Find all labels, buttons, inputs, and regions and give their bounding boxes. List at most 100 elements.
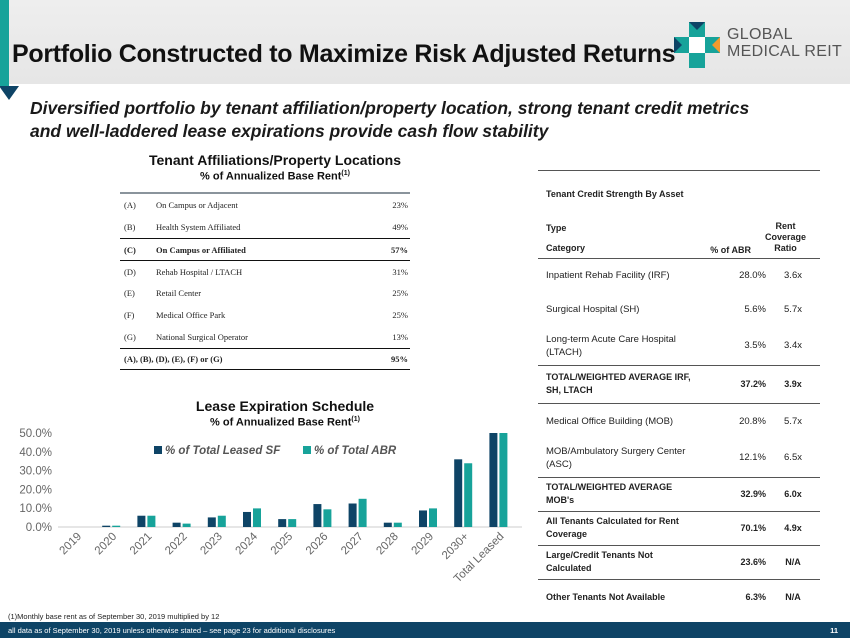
bar-abr: [147, 515, 156, 527]
chart-subtitle: % of Annualized Base Rent: [210, 416, 352, 429]
row-label: National Surgical Operator: [156, 332, 248, 342]
logo-text: GLOBAL MEDICAL REIT: [727, 26, 842, 60]
row-ratio: 6.5x: [784, 452, 802, 463]
row-label: Retail Center: [156, 288, 202, 298]
credit-title: Tenant Credit Strength By Asset: [546, 189, 684, 199]
bar-leased-sf: [419, 510, 427, 527]
bar-leased-sf: [243, 511, 251, 527]
credit-row: MOB/Ambulatory Surgery Center (ASC) 12.1%…: [538, 439, 820, 477]
credit-row: TOTAL/WEIGHTED AVERAGE IRF, SH, LTACH 37.…: [538, 365, 820, 403]
header-category: Category: [546, 243, 586, 253]
row-label: On Campus or Adjacent: [156, 200, 238, 210]
row-code: (G): [124, 332, 136, 342]
x-tick-label: 2024: [234, 530, 261, 557]
credit-row: Large/Credit Tenants Not Calculated 23.6%…: [538, 545, 820, 579]
logo-line2: MEDICAL REIT: [727, 43, 843, 60]
credit-header: Type Category % of ABR Rent Coverage Rati…: [538, 221, 820, 259]
total-value: 95%: [391, 354, 408, 364]
chart-heading: Lease Expiration Schedule: [195, 398, 375, 414]
row-category: TOTAL/WEIGHTED AVERAGE IRF, SH, LTACH: [546, 372, 691, 395]
bar-abr: [182, 523, 191, 527]
row-category: Other Tenants Not Available: [546, 591, 666, 602]
row-code: (A): [124, 200, 136, 210]
row-code: (F): [124, 310, 135, 320]
footnote: (1)Monthly base rent as of September 30,…: [8, 612, 220, 621]
bar-leased-sf: [383, 522, 392, 527]
row-label: Rehab Hospital / LTACH: [156, 266, 243, 277]
header-type: Type: [546, 223, 567, 233]
row-category: Surgical Hospital (SH): [546, 304, 640, 315]
row-category: All Tenants Calculated for Rent Coverage: [546, 516, 679, 539]
x-tick-label: 2029: [410, 531, 437, 558]
legend-label: % of Total ABR: [314, 445, 397, 457]
row-pct: 23.6%: [740, 557, 766, 567]
row-value: 25%: [392, 310, 408, 320]
row-pct: 32.9%: [740, 489, 766, 499]
x-tick-label: 2019: [58, 531, 85, 558]
footer-bar: all data as of September 30, 2019 unless…: [0, 622, 850, 638]
row-label: On Campus or Affiliated: [156, 244, 246, 255]
subtitle-line1: Diversified portfolio by tenant affiliat…: [30, 98, 750, 118]
row-ratio: 4.9x: [784, 523, 802, 533]
row-pct: 12.1%: [739, 452, 766, 463]
row-ratio: 5.7x: [784, 304, 802, 315]
bar-leased-sf: [278, 519, 287, 527]
row-category: MOB/Ambulatory Surgery Center (ASC): [546, 445, 686, 470]
bar-abr: [358, 498, 367, 527]
arrow-icon: [0, 86, 19, 100]
lease-expiration-chart: 0.0% 10.0% 20.0% 30.0% 40.0% 50.0% 2019 2020 202…: [19, 428, 522, 585]
subtitle-line2: and well-laddered lease expirations prov…: [30, 121, 549, 141]
y-tick-label: 0.0%: [26, 522, 52, 534]
affiliations-title: Tenant Affiliations/Property Locations %…: [130, 152, 420, 183]
row-pct: 6.3%: [745, 592, 766, 602]
credit-row: Medical Office Building (MOB) 20.8% 5.7x: [538, 403, 820, 439]
y-tick-label: 30.0%: [19, 466, 52, 478]
row-code: (E): [124, 288, 135, 298]
row-category: TOTAL/WEIGHTED AVERAGE MOB's: [546, 482, 673, 505]
row-category: Large/Credit Tenants Not Calculated: [546, 550, 653, 573]
affiliation-row: (G) National Surgical Operator 13%: [120, 326, 410, 348]
page-subtitle: Diversified portfolio by tenant affiliat…: [30, 97, 749, 143]
footnote-mark: (1): [341, 170, 350, 177]
affiliations-table: (A) On Campus or Adjacent 23% (B) Health Sys…: [120, 192, 410, 370]
row-value: 31%: [392, 266, 408, 277]
y-tick-label: 50.0%: [19, 428, 52, 440]
accent-bar: [0, 0, 9, 86]
row-value: 23%: [392, 200, 408, 210]
credit-row: Surgical Hospital (SH) 5.6% 5.7x: [538, 293, 820, 327]
bar-abr: [323, 509, 332, 527]
row-pct: 3.5%: [744, 340, 766, 351]
row-pct: 28.0%: [739, 270, 766, 281]
row-pct: 37.2%: [740, 379, 766, 389]
bar-leased-sf: [102, 525, 111, 527]
credit-row: Long-term Acute Care Hospital (LTACH) 3.5…: [538, 327, 820, 365]
y-tick-label: 10.0%: [19, 503, 52, 515]
x-tick-label: 2028: [374, 531, 401, 558]
affiliation-row: (B) Health System Affiliated 49%: [120, 216, 410, 238]
row-value: 57%: [391, 244, 408, 255]
logo-line1: GLOBAL: [727, 26, 793, 43]
affiliations-subheading: % of Annualized Base Rent(1): [130, 170, 420, 183]
chart-subheading: % of Annualized Base Rent(1): [140, 416, 430, 429]
credit-strength-table: Tenant Credit Strength By Asset Type Cate…: [538, 170, 820, 615]
bar-abr: [217, 515, 226, 527]
bar-leased-sf: [454, 459, 463, 527]
row-category: Long-term Acute Care Hospital (LTACH): [546, 333, 676, 358]
footer-text: all data as of September 30, 2019 unless…: [8, 625, 336, 635]
row-ratio: 3.4x: [784, 340, 802, 351]
row-label: Health System Affiliated: [156, 222, 241, 232]
affiliation-row: (A) On Campus or Adjacent 23%: [120, 194, 410, 216]
x-tick-label: 2022: [163, 531, 190, 558]
y-tick-label: 40.0%: [19, 447, 52, 459]
legend-label: % of Total Leased SF: [165, 445, 281, 457]
bar-abr: [393, 522, 402, 527]
affiliations-heading: Tenant Affiliations/Property Locations: [148, 152, 402, 168]
row-code: (C): [124, 244, 136, 255]
affiliation-total-row: (A), (B), (D), (E), (F) or (G) 95%: [120, 348, 410, 370]
bar-leased-sf: [137, 515, 146, 527]
credit-row: All Tenants Calculated for Rent Coverage…: [538, 511, 820, 545]
header-pct: % of ABR: [710, 245, 751, 255]
row-value: 13%: [392, 332, 408, 342]
row-category: Medical Office Building (MOB): [546, 415, 674, 427]
x-tick-label: 2025: [269, 531, 296, 558]
